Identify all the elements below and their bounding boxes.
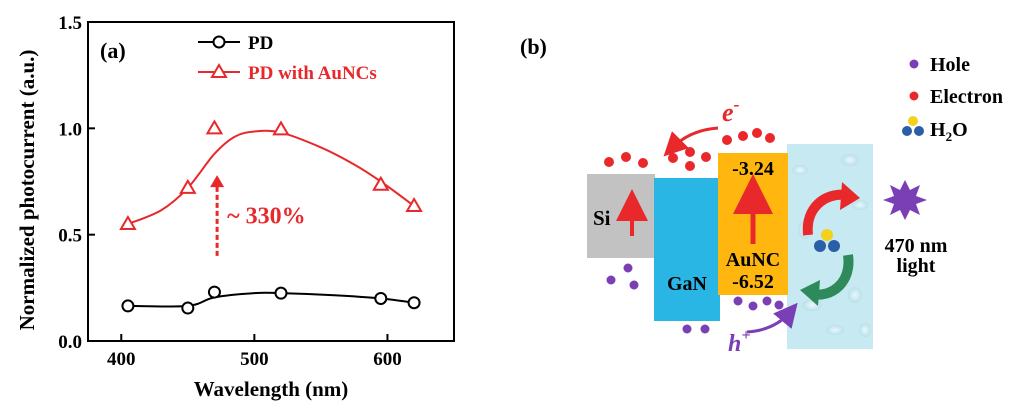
data-point-aunc (272, 120, 290, 136)
gan-label: GaN (667, 273, 708, 295)
x-tick-label: 600 (373, 349, 402, 370)
panel-label-a: (a) (100, 38, 126, 63)
legend-electron-dot (909, 91, 919, 101)
data-point-pd (181, 301, 195, 315)
aunc-label: AuNC (726, 249, 780, 271)
x-tick-label: 400 (107, 349, 136, 370)
series-line-1 (127, 129, 415, 225)
data-point-aunc (179, 178, 197, 194)
band-diagram: (b) Hole Electron H2O (520, 34, 1003, 357)
aunc-bottom-value: -6.52 (732, 271, 774, 293)
series-line-0 (127, 291, 415, 308)
si-label: Si (593, 206, 611, 230)
data-point-pd (207, 285, 221, 299)
data-point-aunc (205, 119, 224, 135)
legend-water-label: H2O (930, 119, 968, 144)
electron-transfer-arrow (663, 126, 719, 157)
y-tick-label: 0.0 (58, 332, 82, 353)
reduction-arrow (802, 189, 848, 236)
y-tick-label: 1.5 (58, 13, 82, 34)
x-tick-label: 500 (240, 349, 269, 370)
legend-electron-label: Electron (930, 86, 1003, 108)
enhancement-label: ~ 330% (227, 204, 305, 230)
data-point-pd (274, 286, 288, 300)
legend-label-aunc: PD with AuNCs (248, 63, 377, 84)
diagram-legend: Hole Electron H2O (902, 54, 1003, 144)
legend-hole-label: Hole (930, 54, 970, 76)
y-tick-label: 0.5 (58, 226, 82, 247)
enhancement-arrow-head (210, 175, 225, 188)
light-burst-icon (883, 180, 927, 220)
water-molecule-icon (902, 116, 924, 136)
y-tick-label: 1.0 (58, 119, 82, 140)
x-axis-label: Wavelength (nm) (194, 377, 349, 401)
data-point-aunc (372, 175, 390, 191)
data-point-pd (121, 299, 135, 313)
data-point-aunc (119, 215, 137, 231)
electron-symbol: e- (722, 94, 740, 127)
reduction-arrow-head (840, 182, 860, 210)
photocurrent-chart: 0.0 0.5 1.0 1.5 400 500 600 (a) PD PD with Au… (15, 13, 455, 401)
light-label: light (897, 255, 936, 277)
legend-hole-dot (909, 59, 919, 69)
legend-label-pd: PD (248, 33, 273, 54)
x-axis-ticks: 400 500 600 (107, 334, 402, 370)
oxidation-arrow-head (800, 280, 820, 306)
legend-marker-triangle (210, 63, 228, 78)
data-point-pd (407, 296, 421, 310)
aunc-top-value: -3.24 (732, 158, 774, 180)
data-markers (119, 119, 423, 315)
data-point-pd (374, 291, 388, 305)
water-molecule-icon-center (814, 229, 840, 252)
light-wavelength-label: 470 nm (885, 235, 948, 257)
legend-marker-circle (212, 35, 226, 49)
y-axis-label: Normalized photocurrent (a.u.) (15, 50, 39, 331)
data-point-aunc (405, 196, 423, 212)
hole-symbol: h+ (728, 327, 750, 357)
y-axis-ticks: 0.0 0.5 1.0 1.5 (58, 13, 95, 353)
gan-block (654, 178, 720, 321)
hole-transfer-arrow (746, 302, 798, 334)
chart-legend: PD PD with AuNCs (198, 33, 377, 84)
plot-frame (87, 21, 455, 342)
panel-label-b: (b) (520, 34, 547, 59)
